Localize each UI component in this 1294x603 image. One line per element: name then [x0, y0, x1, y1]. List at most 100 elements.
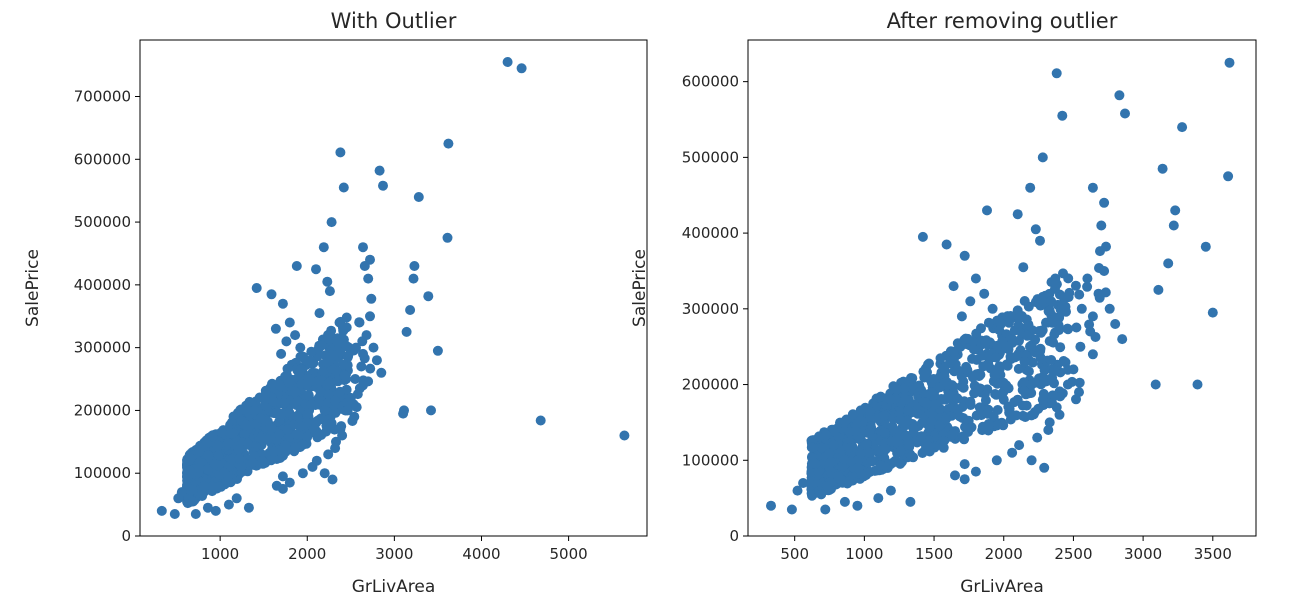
data-point: [1051, 402, 1062, 413]
data-point: [947, 429, 958, 440]
data-point: [866, 456, 876, 467]
data-point: [850, 426, 861, 437]
data-point: [326, 217, 337, 228]
data-point: [952, 404, 963, 415]
data-point: [970, 273, 981, 284]
data-point: [957, 431, 968, 442]
data-point: [223, 471, 233, 482]
data-point: [974, 383, 984, 394]
data-point: [1044, 417, 1055, 428]
data-point: [176, 487, 187, 498]
data-point: [319, 405, 330, 416]
data-point: [324, 377, 335, 388]
data-point: [996, 319, 1006, 329]
data-point: [266, 455, 277, 466]
data-point: [302, 409, 313, 420]
data-point: [300, 355, 311, 366]
data-point: [361, 330, 372, 341]
data-point: [432, 345, 443, 356]
data-point: [1223, 171, 1234, 182]
data-point: [350, 374, 361, 384]
data-point: [1058, 268, 1068, 279]
data-point: [226, 454, 237, 465]
data-point: [947, 380, 958, 391]
data-point: [983, 408, 993, 419]
data-point: [338, 359, 349, 370]
data-point: [213, 481, 224, 492]
y-tick-label: 400000: [682, 224, 739, 242]
data-point: [194, 463, 205, 474]
data-point: [844, 442, 855, 453]
data-point: [283, 432, 294, 443]
x-tick-label: 2000: [985, 545, 1023, 563]
data-point: [855, 448, 866, 459]
data-point: [1004, 407, 1015, 418]
data-point: [820, 504, 831, 515]
data-point: [324, 286, 335, 297]
data-point: [295, 421, 306, 431]
data-point: [401, 326, 412, 337]
data-point: [426, 405, 436, 416]
data-point: [950, 470, 960, 481]
data-point: [965, 396, 976, 407]
data-point: [314, 429, 325, 440]
data-point: [1035, 346, 1046, 356]
data-point: [290, 442, 301, 453]
data-point: [330, 395, 341, 406]
data-point: [1076, 303, 1087, 314]
data-point: [190, 509, 201, 519]
data-point: [249, 405, 260, 416]
y-tick-label: 200000: [682, 376, 739, 394]
data-point: [202, 502, 213, 513]
data-point: [917, 231, 928, 242]
data-point: [1082, 281, 1093, 292]
scatter-points: [766, 57, 1235, 515]
data-point: [408, 273, 419, 284]
data-point: [1054, 409, 1065, 420]
data-point: [282, 424, 293, 435]
data-point: [535, 415, 546, 426]
data-point: [1062, 379, 1073, 390]
data-point: [1039, 365, 1050, 376]
data-point: [316, 340, 327, 351]
data-point: [359, 261, 370, 271]
data-point: [260, 385, 271, 396]
data-point: [266, 289, 277, 300]
data-point: [236, 461, 247, 472]
data-point: [297, 468, 308, 479]
data-point: [323, 330, 333, 340]
data-point: [809, 458, 820, 469]
data-point: [855, 405, 866, 416]
data-point: [342, 405, 353, 416]
data-point: [1012, 305, 1023, 316]
data-point: [268, 396, 279, 407]
data-point: [283, 377, 294, 388]
data-point: [1043, 425, 1054, 435]
y-tick-label: 400000: [74, 276, 131, 294]
data-point: [907, 373, 918, 384]
data-point: [311, 455, 322, 466]
data-point: [1014, 440, 1025, 451]
data-point: [952, 393, 963, 404]
data-point: [1019, 386, 1030, 396]
data-point: [203, 450, 214, 461]
data-point: [929, 399, 940, 410]
data-point: [405, 305, 416, 315]
data-point: [979, 288, 990, 299]
data-point: [974, 402, 985, 413]
data-point: [262, 416, 273, 427]
data-point: [304, 374, 314, 384]
data-point: [1005, 354, 1016, 365]
data-point: [1177, 122, 1188, 133]
data-point: [879, 410, 890, 421]
y-tick-label: 200000: [74, 401, 131, 419]
data-point: [924, 358, 934, 369]
data-point: [341, 340, 352, 351]
data-point: [1070, 280, 1081, 291]
data-point: [991, 352, 1002, 363]
data-point: [1192, 379, 1203, 390]
data-point: [243, 502, 254, 513]
data-point: [923, 441, 934, 452]
y-tick-label: 100000: [74, 464, 131, 482]
data-point: [1036, 327, 1047, 338]
